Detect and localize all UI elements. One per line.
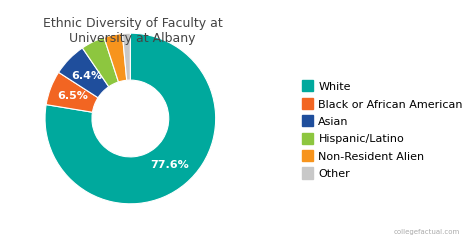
Wedge shape [104,34,127,82]
Wedge shape [46,72,98,112]
Wedge shape [82,37,118,87]
Text: collegefactual.com: collegefactual.com [393,229,460,235]
Text: Ethnic Diversity of Faculty at
University at Albany: Ethnic Diversity of Faculty at Universit… [43,17,223,45]
Wedge shape [122,33,130,80]
Wedge shape [45,33,216,204]
Text: 6.4%: 6.4% [71,71,102,81]
Legend: White, Black or African American, Asian, Hispanic/Latino, Non-Resident Alien, Ot: White, Black or African American, Asian,… [296,76,468,185]
Text: 6.5%: 6.5% [57,91,89,101]
Text: 77.6%: 77.6% [151,160,190,170]
Wedge shape [59,48,109,98]
